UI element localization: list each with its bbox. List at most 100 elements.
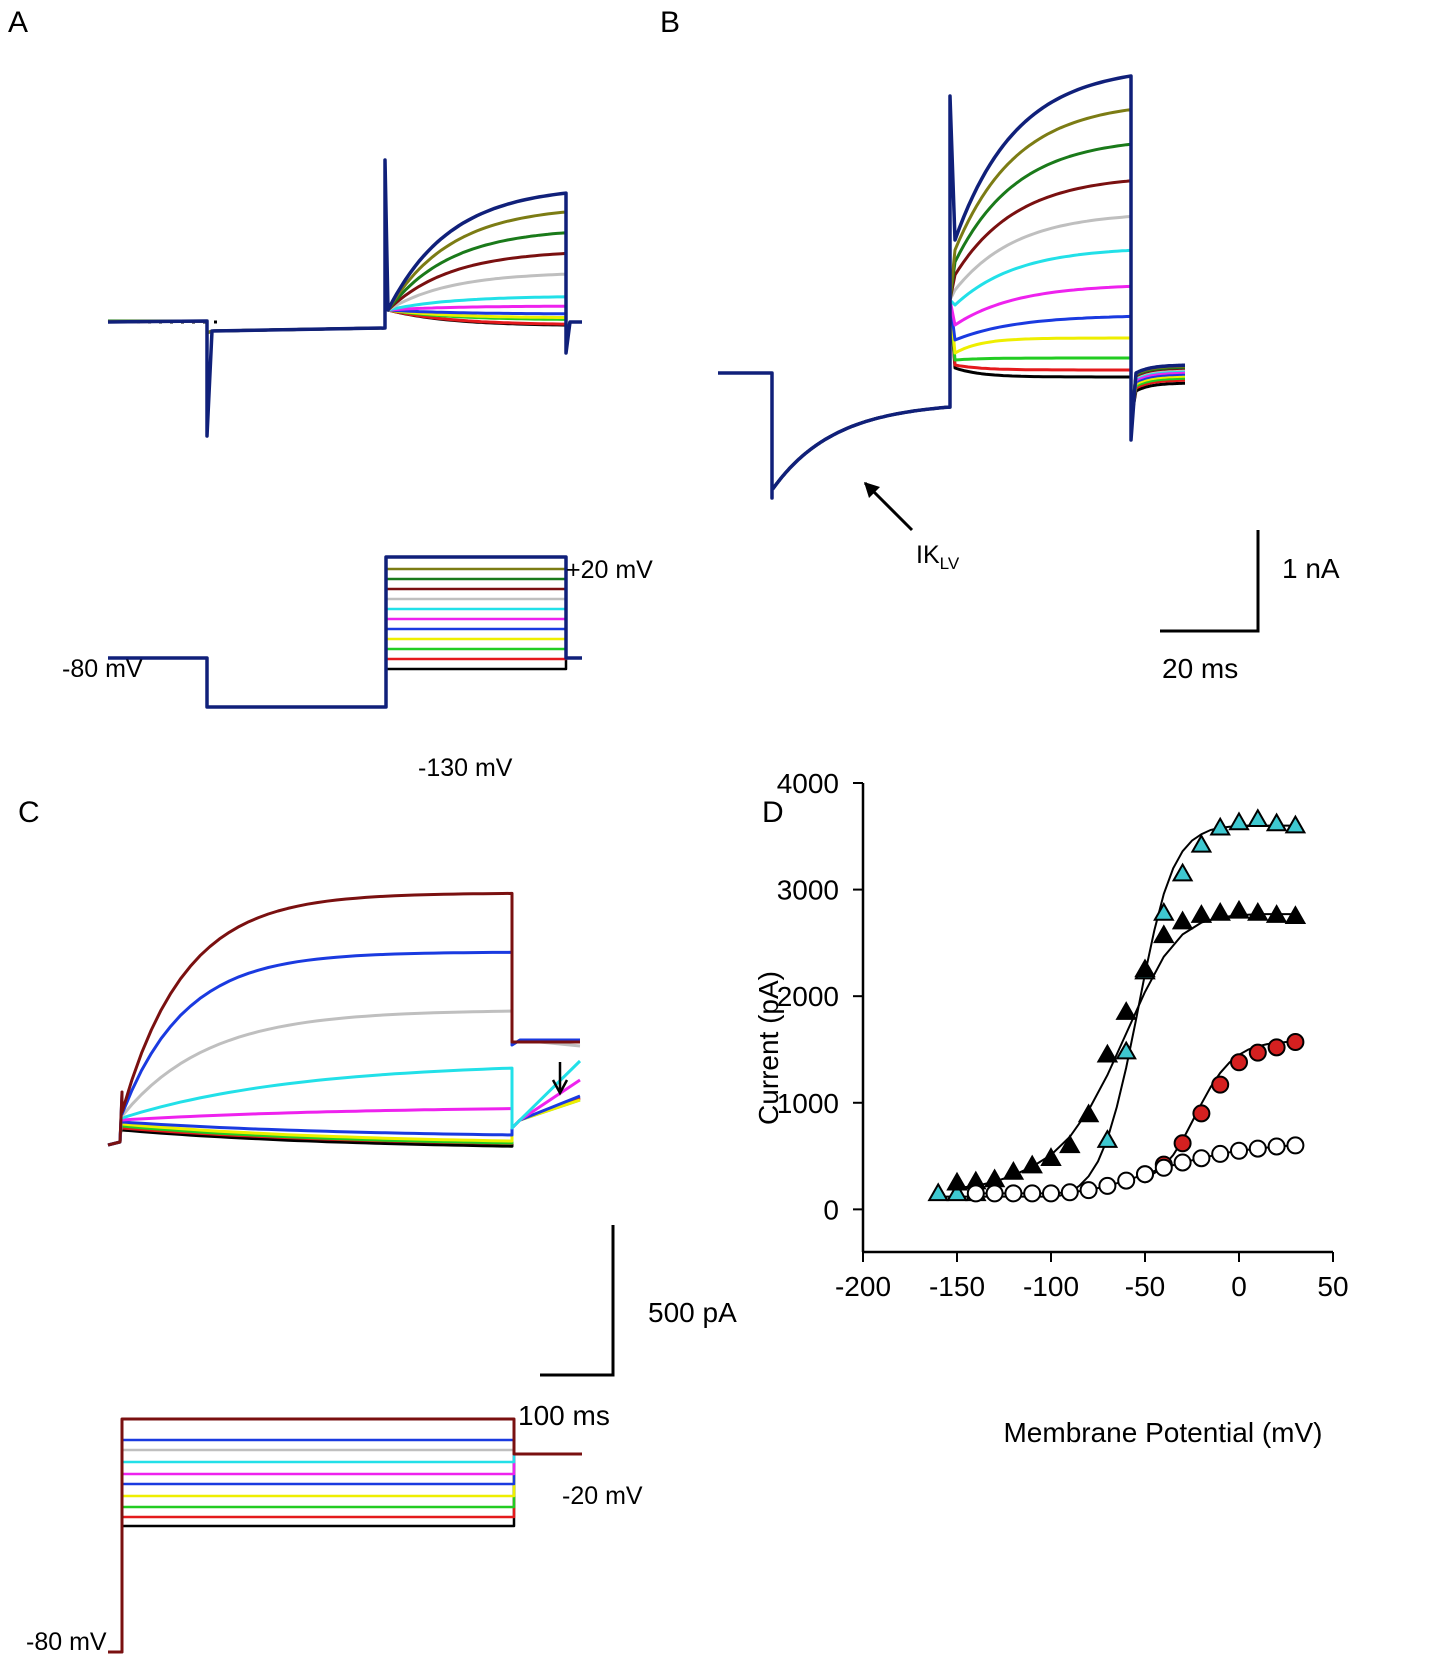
scale-x-label-c: 100 ms xyxy=(518,1400,610,1431)
x-axis-label: Membrane Potential (mV) xyxy=(1003,1417,1322,1448)
data-point-triangle xyxy=(946,1182,968,1202)
voltage-step-c xyxy=(108,1452,582,1654)
data-point-open-circle xyxy=(985,1184,1004,1203)
x-tick-label: 0 xyxy=(1231,1271,1247,1302)
voltage-step-a xyxy=(108,656,582,709)
data-point-open-circle xyxy=(1192,1149,1211,1168)
iklv-label: IKLV xyxy=(916,541,960,573)
data-point-open-circle xyxy=(1211,1144,1230,1163)
data-point-open-circle xyxy=(1098,1176,1117,1195)
panel-a-voltage-protocol xyxy=(108,555,582,709)
max-voltage-label: +20 mV xyxy=(566,556,653,584)
fit-line xyxy=(938,824,1296,1198)
current-trace-c xyxy=(107,1009,581,1147)
current-trace-c xyxy=(107,1078,581,1147)
data-point-triangle xyxy=(1115,1040,1137,1060)
data-point-open-circle xyxy=(1023,1184,1042,1203)
voltage-step-a xyxy=(108,555,582,709)
data-point-triangle xyxy=(1247,902,1269,921)
panel-label-a: A xyxy=(8,6,28,39)
data-point-triangle xyxy=(1209,816,1231,836)
data-point-triangle xyxy=(1153,924,1175,944)
data-point-triangle xyxy=(1190,833,1213,853)
y-tick-label: 3000 xyxy=(777,875,839,906)
data-point-open-circle xyxy=(966,1184,985,1203)
panel-b: IKLV 1 nA 20 ms xyxy=(718,74,1340,684)
current-trace-a xyxy=(107,272,582,337)
current-trace-a xyxy=(108,295,582,337)
data-point-triangle xyxy=(1021,1154,1043,1174)
fit-lines xyxy=(938,824,1296,1198)
scale-bar-c xyxy=(540,1225,615,1377)
x-tick-label: -200 xyxy=(835,1271,891,1302)
current-trace-a xyxy=(107,158,582,438)
current-trace-c xyxy=(107,1094,581,1147)
voltage-step-a xyxy=(108,656,582,709)
data-point-triangle xyxy=(1077,1103,1100,1123)
panel-c-current-traces xyxy=(107,891,582,1148)
data-point-open-circle xyxy=(1230,1141,1248,1160)
x-tick-label: 50 xyxy=(1317,1271,1348,1302)
panel-b-current-traces xyxy=(718,74,1186,500)
panel-c: 500 pA 100 ms -20 mV -80 mV xyxy=(26,891,737,1655)
panel-label-b: B xyxy=(660,6,680,39)
data-point-circle xyxy=(1230,1053,1248,1072)
prepulse-voltage-label: -130 mV xyxy=(418,754,513,782)
data-point-triangle xyxy=(1096,1043,1119,1063)
data-point-triangle xyxy=(1040,1147,1062,1166)
voltage-step-c xyxy=(108,1438,582,1654)
data-point-triangle xyxy=(946,1171,968,1191)
data-point-triangle xyxy=(1171,862,1194,882)
data-point-circle xyxy=(1173,1134,1192,1153)
data-point-triangle xyxy=(1247,808,1269,827)
data-point-open-circle xyxy=(1042,1184,1060,1203)
current-trace-c xyxy=(107,1059,582,1147)
current-trace-c xyxy=(107,1096,581,1148)
scale-x-label-b: 20 ms xyxy=(1162,653,1238,684)
data-point-open-circle xyxy=(1248,1139,1267,1158)
holding-voltage-label-c: -80 mV xyxy=(26,1628,107,1655)
data-point-circle xyxy=(1192,1104,1211,1123)
y-tick-label: 4000 xyxy=(777,768,839,799)
y-tick-label: 2000 xyxy=(777,981,839,1012)
x-tick-label: -50 xyxy=(1125,1271,1165,1302)
data-point-triangle xyxy=(1284,905,1307,924)
voltage-step-c xyxy=(108,1417,582,1654)
data-point-triangle xyxy=(1002,1161,1025,1180)
panel-a: -80 mV -130 mV +20 mV xyxy=(62,158,653,782)
data-point-triangle xyxy=(1134,958,1156,978)
data-point-open-circle xyxy=(1267,1137,1286,1156)
data-point-triangle xyxy=(1265,812,1288,832)
data-point-circle xyxy=(1211,1075,1230,1094)
y-tick-label: 1000 xyxy=(777,1088,839,1119)
data-point-triangle xyxy=(1190,904,1213,923)
data-point-triangle xyxy=(1228,811,1250,831)
data-point-open-circle xyxy=(1060,1183,1079,1202)
max-voltage-label-c: -20 mV xyxy=(562,1482,643,1510)
y-tick-label: 0 xyxy=(823,1194,839,1225)
current-trace-c xyxy=(107,1098,581,1147)
voltage-step-a xyxy=(108,597,582,709)
iklv-main: IK xyxy=(916,541,940,569)
y-axis-label: Current (pA) xyxy=(753,971,784,1125)
data-point-triangle xyxy=(1153,902,1175,921)
current-trace-b xyxy=(718,74,1186,500)
data-point-open-circle xyxy=(1154,1158,1173,1177)
data-point-triangle xyxy=(1059,1134,1081,1154)
x-tick-label: -150 xyxy=(929,1271,985,1302)
scale-bar-b xyxy=(1160,530,1260,633)
panel-a-current-traces xyxy=(107,158,582,438)
panel-c-voltage-protocol xyxy=(108,1417,582,1654)
data-point-triangle xyxy=(1209,902,1231,921)
data-point-circle xyxy=(1267,1038,1286,1057)
scale-y-label-c: 500 pA xyxy=(648,1297,737,1328)
panel-label-d: D xyxy=(762,796,784,829)
current-trace-c xyxy=(107,891,580,1147)
data-point-open-circle xyxy=(1004,1184,1023,1203)
data-point-triangle xyxy=(1115,1001,1137,1020)
current-trace-a xyxy=(107,251,582,337)
data-points xyxy=(927,808,1307,1203)
